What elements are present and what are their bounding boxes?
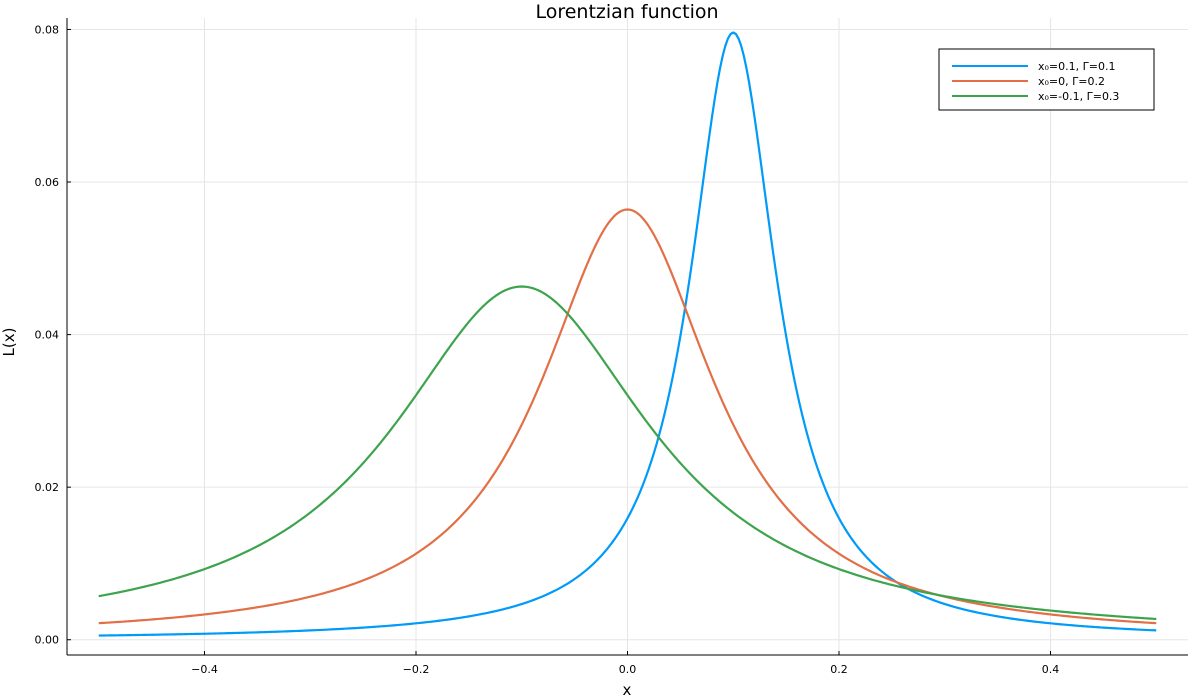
legend: x₀=0.1, Γ=0.1 x₀=0, Γ=0.2 x₀=-0.1, Γ=0.3 [938, 48, 1155, 111]
chart-title: Lorentzian function [535, 1, 718, 23]
legend-label: x₀=0.1, Γ=0.1 [1038, 60, 1115, 73]
legend-label: x₀=0, Γ=0.2 [1038, 75, 1105, 88]
series-line-1 [98, 31, 1157, 637]
y-tick-label: 0.02 [35, 481, 60, 494]
series-lines [98, 31, 1157, 637]
legend-label: x₀=-0.1, Γ=0.3 [1038, 90, 1119, 103]
series-line-3 [98, 285, 1157, 621]
x-tick-label: 0.2 [830, 663, 848, 676]
x-tick-label: −0.2 [403, 663, 430, 676]
x-axis-label: x [623, 681, 632, 699]
grid [67, 18, 1188, 655]
legend-box [938, 48, 1155, 111]
x-tick-label: 0.0 [619, 663, 637, 676]
y-axis-label: L(x) [0, 328, 18, 357]
series-line-2 [98, 208, 1157, 625]
y-tick-label: 0.08 [35, 23, 60, 36]
y-tick-label: 0.06 [35, 176, 60, 189]
x-tick-label: 0.4 [1042, 663, 1060, 676]
ticks: −0.4 −0.2 0.0 0.2 0.4 0.00 0.02 0.04 0.06 0.08 [35, 23, 1060, 676]
y-tick-label: 0.04 [35, 329, 60, 342]
x-tick-label: −0.4 [191, 663, 218, 676]
y-tick-label: 0.00 [35, 634, 60, 647]
